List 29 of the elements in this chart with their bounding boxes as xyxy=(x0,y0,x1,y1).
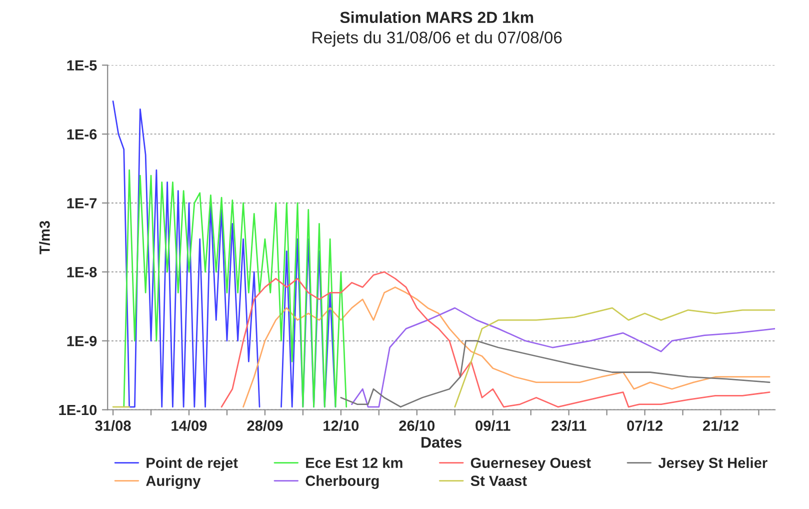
line-series xyxy=(123,169,348,408)
chart-title: Simulation MARS 2D 1km xyxy=(340,11,534,24)
x-tick-label: 21/12 xyxy=(703,420,738,432)
y-tick-label: 1E-5 xyxy=(67,60,97,71)
x-tick-label: 28/09 xyxy=(247,420,283,432)
legend-label: St Vaast xyxy=(470,476,527,486)
x-tick-label: 12/10 xyxy=(324,420,359,432)
x-tick-label: 07/12 xyxy=(627,420,662,432)
chart-subtitle: Rejets du 31/08/06 et du 07/08/06 xyxy=(312,31,562,47)
line-series xyxy=(351,307,776,408)
x-tick-label: 09/11 xyxy=(476,420,510,432)
y-axis-title: T/m3 xyxy=(39,220,50,254)
y-tick-label: 1E-7 xyxy=(67,198,97,208)
line-series xyxy=(340,340,770,408)
x-tick-label: 26/10 xyxy=(399,420,435,432)
legend-label: Cherbourg xyxy=(306,475,379,489)
x-tick-label: 23/11 xyxy=(551,420,586,432)
legend-label: Guernesey Ouest xyxy=(470,458,591,471)
legend-label: Jersey St Helier xyxy=(658,457,768,471)
legend-label: Aurigny xyxy=(146,475,201,489)
x-axis-title: Dates xyxy=(422,437,462,448)
y-tick-label: 1E-9 xyxy=(67,336,97,346)
x-tick-label: 14/09 xyxy=(172,420,207,432)
y-tick-label: 1E-10 xyxy=(59,404,97,416)
y-tick-label: 1E-6 xyxy=(67,129,97,140)
x-tick-label: 31/08 xyxy=(95,420,131,432)
legend-label: Point de rejet xyxy=(146,457,238,471)
legend-label: Ece Est 12 km xyxy=(306,457,402,468)
y-tick-label: 1E-8 xyxy=(67,267,97,278)
